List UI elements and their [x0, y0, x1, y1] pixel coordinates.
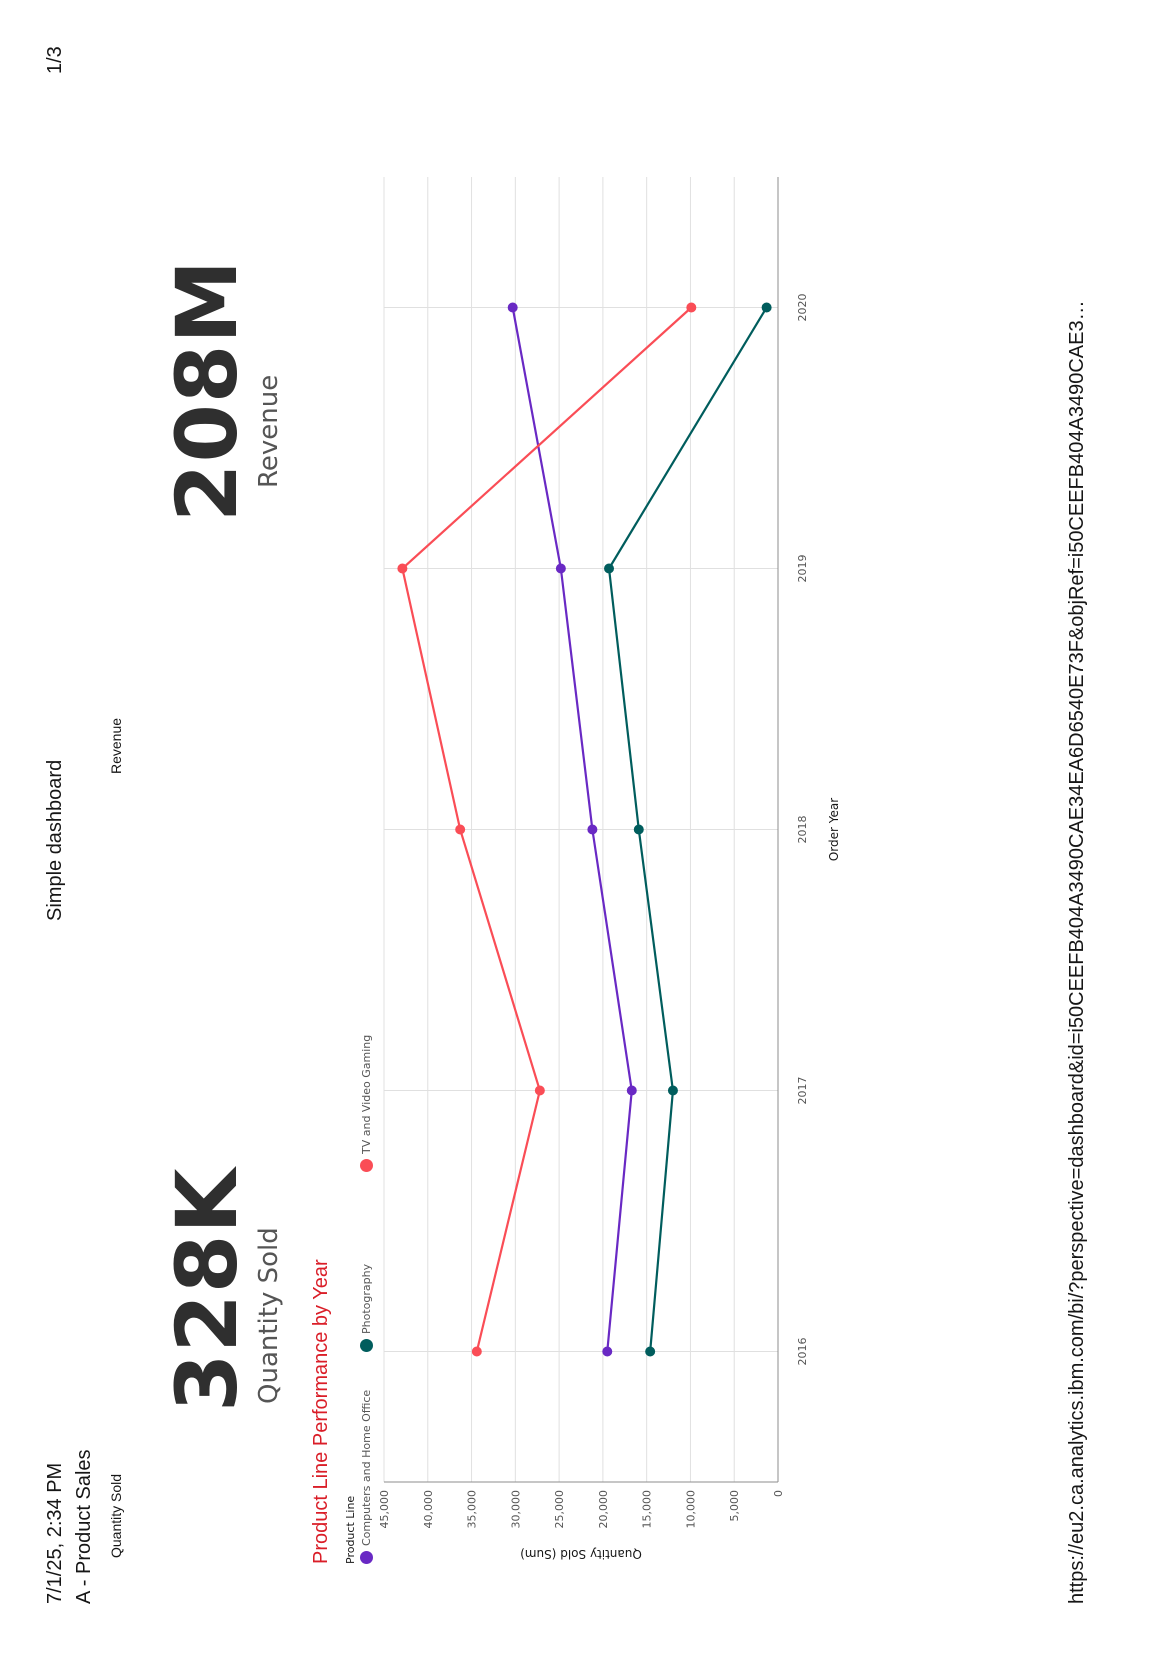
- kpi-value: 328K: [158, 1167, 256, 1412]
- data-point: [555, 563, 566, 574]
- page-number: 1/3: [44, 46, 66, 74]
- y-tick-label: 20,000: [597, 1490, 610, 1529]
- data-point: [587, 824, 598, 835]
- data-point: [507, 302, 518, 313]
- kpi-value: 208M: [158, 259, 256, 522]
- legend-title: Product Line: [344, 1495, 357, 1564]
- data-point: [604, 563, 615, 574]
- data-point: [455, 824, 466, 835]
- kpi-card-quantity: Quantity Sold 328K Quantity Sold: [100, 1012, 290, 1572]
- data-point: [667, 1085, 678, 1096]
- data-point: [397, 563, 408, 574]
- y-tick-label: 10,000: [684, 1490, 697, 1529]
- data-point: [761, 302, 772, 313]
- x-tick-label: 2017: [796, 1077, 809, 1105]
- data-point: [645, 1346, 656, 1357]
- kpi-card-title: Revenue: [108, 717, 124, 774]
- chart-title: Product Line Performance by Year: [310, 1259, 332, 1564]
- data-point: [471, 1346, 482, 1357]
- kpi-card-revenue: Revenue 208M Revenue: [100, 98, 290, 788]
- kpi-label: Quantity Sold: [254, 1227, 284, 1404]
- dashboard-title: Simple dashboard: [44, 759, 66, 921]
- y-tick-label: 45,000: [378, 1490, 391, 1529]
- y-tick-label: 35,000: [466, 1490, 479, 1529]
- print-timestamp: 7/1/25, 2:34 PM: [44, 1462, 66, 1604]
- x-axis-title: Order Year: [827, 798, 841, 861]
- kpi-card-title: Quantity Sold: [108, 1473, 124, 1558]
- y-tick-label: 30,000: [509, 1490, 522, 1529]
- y-tick-label: 25,000: [553, 1490, 566, 1529]
- y-axis-title: Quantity Sold (Sum): [520, 1547, 642, 1561]
- data-point: [626, 1085, 637, 1096]
- data-point: [633, 824, 644, 835]
- tab-name: A - Product Sales: [73, 1449, 95, 1604]
- page-url: https://eu2.ca.analytics.ibm.com/bi/?per…: [1066, 300, 1088, 1604]
- x-tick-label: 2019: [796, 555, 809, 583]
- x-tick-label: 2018: [796, 816, 809, 844]
- chart-card: Product Line Performance by Year Product…: [300, 72, 870, 1572]
- data-point: [686, 302, 697, 313]
- x-tick-label: 2016: [796, 1338, 809, 1366]
- y-tick-label: 40,000: [422, 1490, 435, 1529]
- y-tick-label: 5,000: [728, 1490, 741, 1522]
- line-chart: 0 5,000 10,000 15,000 20,000 25,000 30,000 35,0…: [378, 177, 841, 1561]
- kpi-label: Revenue: [254, 374, 284, 488]
- y-tick-label: 0: [772, 1490, 785, 1497]
- y-tick-label: 15,000: [641, 1490, 654, 1529]
- data-point: [602, 1346, 613, 1357]
- data-point: [534, 1085, 545, 1096]
- x-tick-label: 2020: [796, 294, 809, 322]
